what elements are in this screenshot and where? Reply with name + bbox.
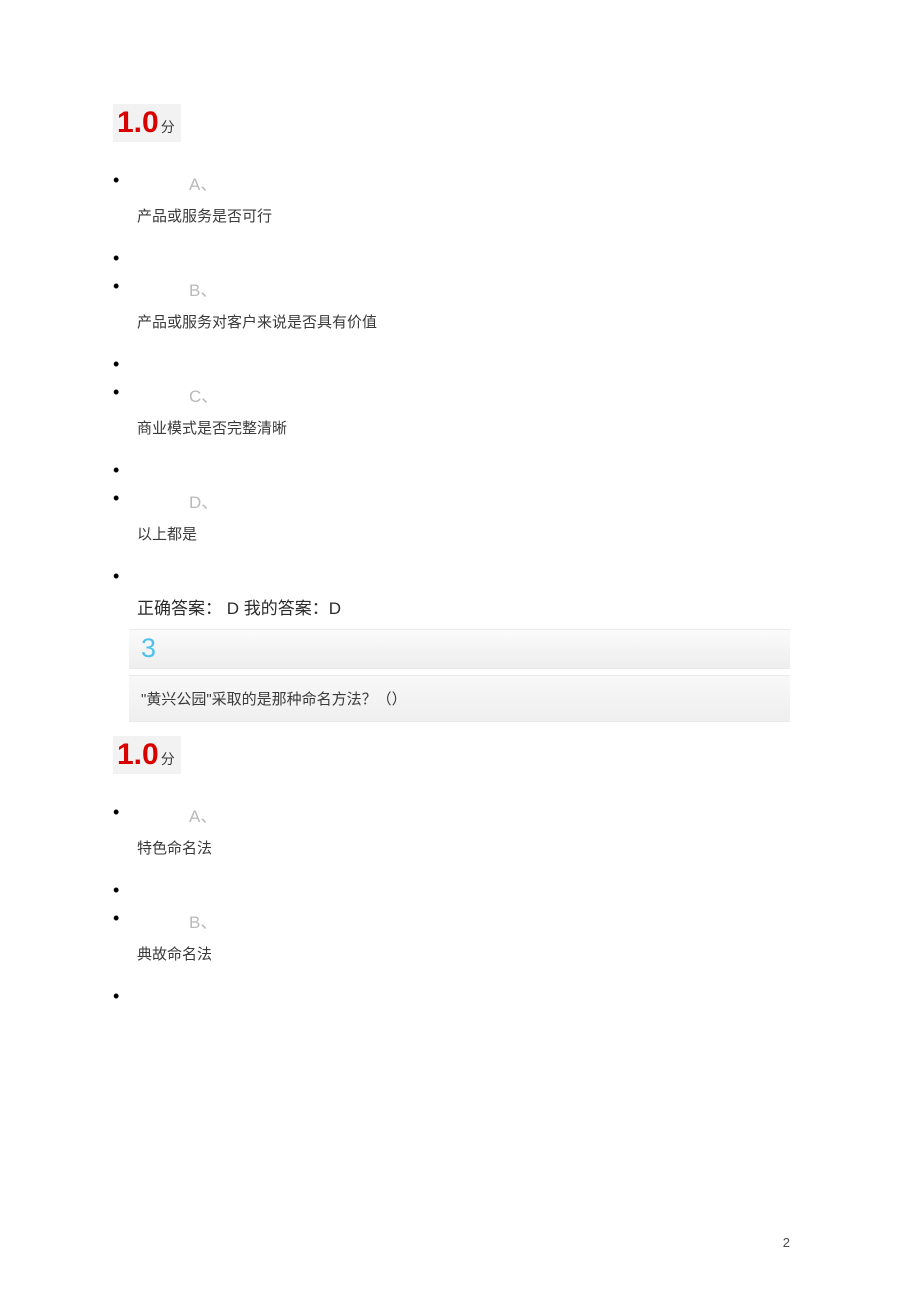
option-letter: A、 <box>189 170 790 195</box>
option-letter: C、 <box>189 382 790 407</box>
question-2-options: A、 产品或服务是否可行 B、 产品或服务对客户来说是否具有价值 C、 商业模式… <box>113 170 790 572</box>
option-letter: D、 <box>189 488 790 513</box>
option-text: 以上都是 <box>137 523 790 544</box>
option-text: 产品或服务是否可行 <box>137 205 790 226</box>
question-3-options: A、 特色命名法 B、 典故命名法 <box>113 802 790 992</box>
list-item: B、 产品或服务对客户来说是否具有价值 <box>113 276 790 332</box>
option-text: 商业模式是否完整清晰 <box>137 417 790 438</box>
list-item <box>113 566 790 572</box>
score-unit: 分 <box>161 119 175 135</box>
list-item <box>113 880 790 886</box>
question-3-score: 1.0分 <box>113 736 181 774</box>
question-3-number-bar: 3 <box>129 629 790 669</box>
list-item: C、 商业模式是否完整清晰 <box>113 382 790 438</box>
question-number: 3 <box>141 633 156 663</box>
list-item: D、 以上都是 <box>113 488 790 544</box>
list-item <box>113 248 790 254</box>
page-number: 2 <box>783 1235 790 1250</box>
score-value: 1.0 <box>117 738 159 771</box>
question-3-text-bar: "黄兴公园"采取的是那种命名方法？（） <box>129 675 790 722</box>
option-text: 特色命名法 <box>137 837 790 858</box>
list-item <box>113 354 790 360</box>
score-unit: 分 <box>161 751 175 767</box>
list-item <box>113 460 790 466</box>
option-text: 典故命名法 <box>137 943 790 964</box>
answer-line: 正确答案： D 我的答案：D <box>113 594 790 619</box>
list-item: A、 特色命名法 <box>113 802 790 858</box>
list-item <box>113 986 790 992</box>
question-text: "黄兴公园"采取的是那种命名方法？（） <box>141 691 407 708</box>
option-letter: B、 <box>189 276 790 301</box>
option-text: 产品或服务对客户来说是否具有价值 <box>137 311 790 332</box>
option-letter: A、 <box>189 802 790 827</box>
option-letter: B、 <box>189 908 790 933</box>
list-item: B、 典故命名法 <box>113 908 790 964</box>
score-value: 1.0 <box>117 106 159 139</box>
question-2-score: 1.0分 <box>113 104 181 142</box>
list-item: A、 产品或服务是否可行 <box>113 170 790 226</box>
